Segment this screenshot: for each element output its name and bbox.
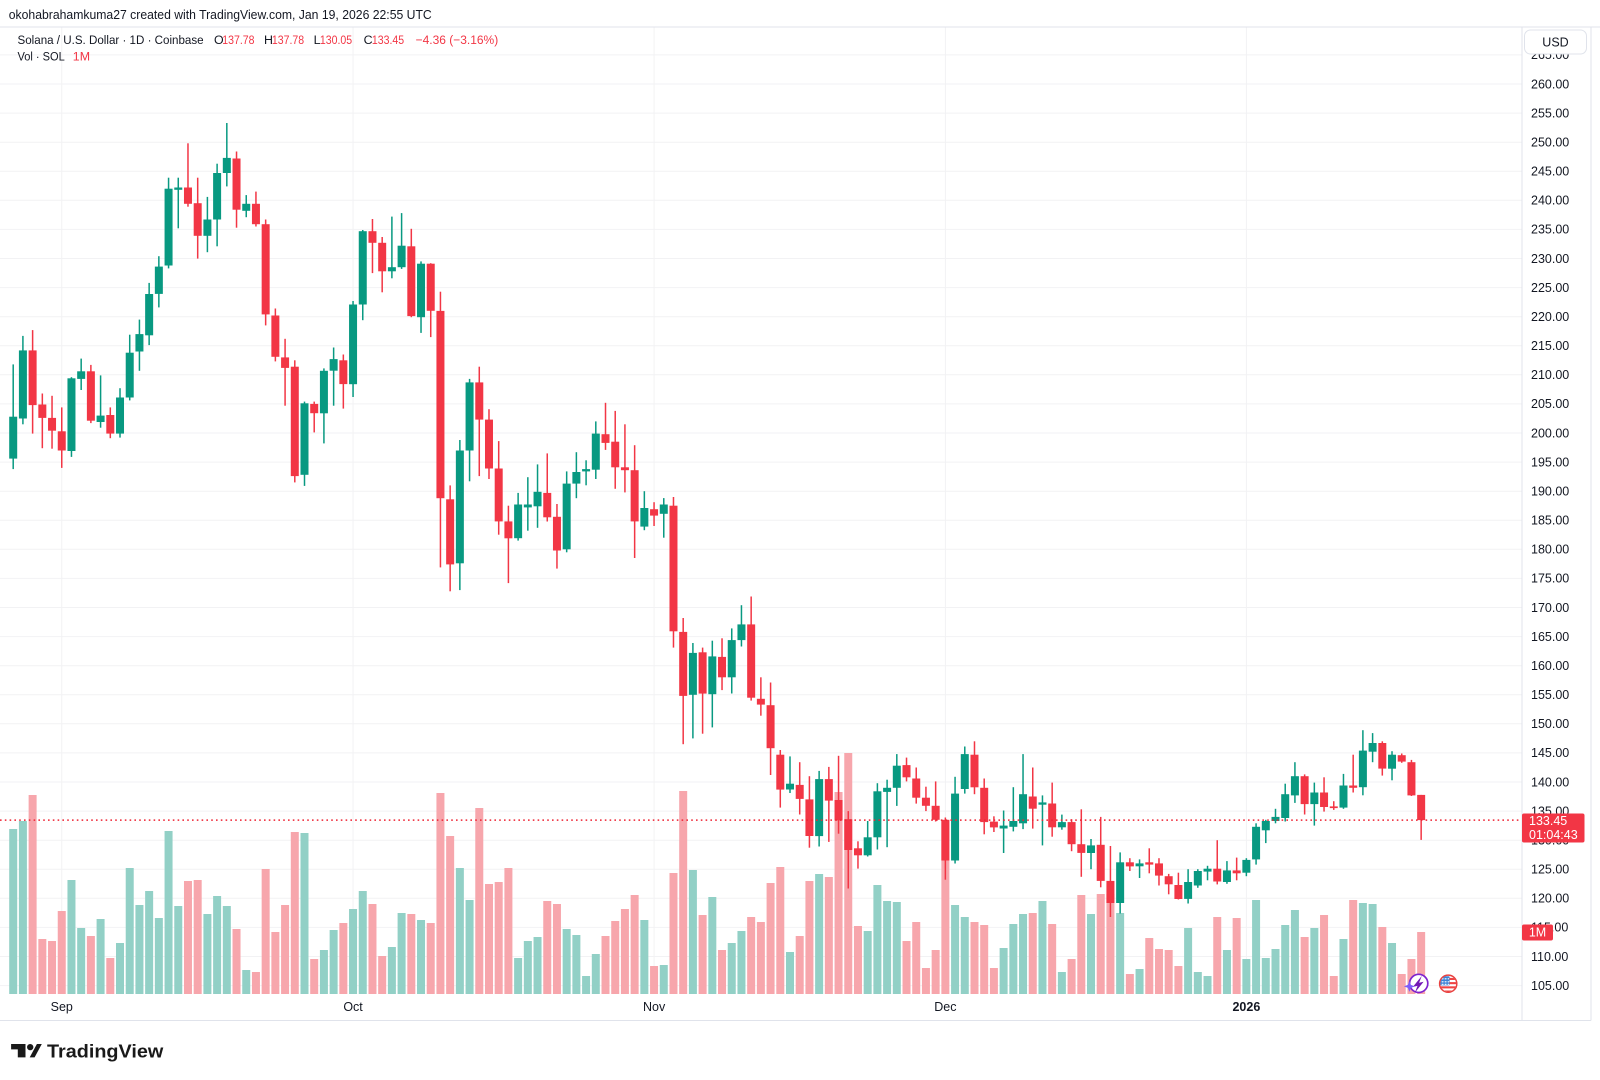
svg-text:137.78: 137.78 bbox=[272, 33, 304, 47]
svg-text:225.00: 225.00 bbox=[1531, 281, 1569, 295]
svg-text:Nov: Nov bbox=[643, 1000, 666, 1014]
svg-text:01:04:43: 01:04:43 bbox=[1529, 828, 1578, 842]
svg-text:133.45: 133.45 bbox=[1529, 814, 1567, 828]
svg-text:160.00: 160.00 bbox=[1531, 659, 1569, 673]
svg-text:200.00: 200.00 bbox=[1531, 426, 1569, 440]
svg-text:150.00: 150.00 bbox=[1531, 717, 1569, 731]
svg-text:215.00: 215.00 bbox=[1531, 339, 1569, 353]
svg-text:Dec: Dec bbox=[934, 1000, 956, 1014]
svg-text:−4.36 (−3.16%): −4.36 (−3.16%) bbox=[416, 33, 499, 47]
svg-text:230.00: 230.00 bbox=[1531, 252, 1569, 266]
svg-text:165.00: 165.00 bbox=[1531, 630, 1569, 644]
svg-text:125.00: 125.00 bbox=[1531, 863, 1569, 877]
svg-text:170.00: 170.00 bbox=[1531, 601, 1569, 615]
svg-text:Oct: Oct bbox=[343, 1000, 363, 1014]
svg-text:140.00: 140.00 bbox=[1531, 775, 1569, 789]
svg-text:240.00: 240.00 bbox=[1531, 194, 1569, 208]
svg-text:120.00: 120.00 bbox=[1531, 892, 1569, 906]
svg-text:okohabrahamkuma27 created with: okohabrahamkuma27 created with TradingVi… bbox=[9, 7, 432, 22]
svg-text:Solana / U.S. Dollar · 1D · Co: Solana / U.S. Dollar · 1D · Coinbase bbox=[18, 33, 204, 47]
svg-text:L: L bbox=[314, 33, 321, 47]
svg-text:205.00: 205.00 bbox=[1531, 397, 1569, 411]
svg-text:220.00: 220.00 bbox=[1531, 310, 1569, 324]
svg-text:190.00: 190.00 bbox=[1531, 485, 1569, 499]
svg-text:1M: 1M bbox=[73, 50, 90, 64]
svg-text:1M: 1M bbox=[1529, 926, 1546, 940]
svg-text:195.00: 195.00 bbox=[1531, 455, 1569, 469]
svg-text:210.00: 210.00 bbox=[1531, 368, 1569, 382]
svg-text:TradingView: TradingView bbox=[47, 1041, 164, 1062]
svg-text:2026: 2026 bbox=[1232, 1000, 1260, 1014]
svg-text:175.00: 175.00 bbox=[1531, 572, 1569, 586]
svg-text:105.00: 105.00 bbox=[1531, 979, 1569, 993]
svg-text:155.00: 155.00 bbox=[1531, 688, 1569, 702]
svg-text:185.00: 185.00 bbox=[1531, 514, 1569, 528]
svg-text:110.00: 110.00 bbox=[1531, 950, 1568, 964]
svg-text:145.00: 145.00 bbox=[1531, 746, 1569, 760]
svg-text:245.00: 245.00 bbox=[1531, 165, 1569, 179]
svg-text:USD: USD bbox=[1542, 35, 1568, 49]
svg-text:137.78: 137.78 bbox=[222, 33, 254, 47]
svg-text:250.00: 250.00 bbox=[1531, 136, 1569, 150]
svg-text:Vol · SOL: Vol · SOL bbox=[18, 50, 65, 64]
svg-text:255.00: 255.00 bbox=[1531, 106, 1569, 120]
svg-text:133.45: 133.45 bbox=[372, 33, 404, 47]
svg-text:Sep: Sep bbox=[51, 1000, 73, 1014]
svg-text:235.00: 235.00 bbox=[1531, 223, 1569, 237]
svg-text:260.00: 260.00 bbox=[1531, 77, 1569, 91]
svg-text:O: O bbox=[214, 33, 224, 47]
svg-text:130.05: 130.05 bbox=[320, 33, 352, 47]
svg-text:180.00: 180.00 bbox=[1531, 543, 1569, 557]
svg-text:C: C bbox=[364, 33, 373, 47]
svg-text:H: H bbox=[264, 33, 273, 47]
